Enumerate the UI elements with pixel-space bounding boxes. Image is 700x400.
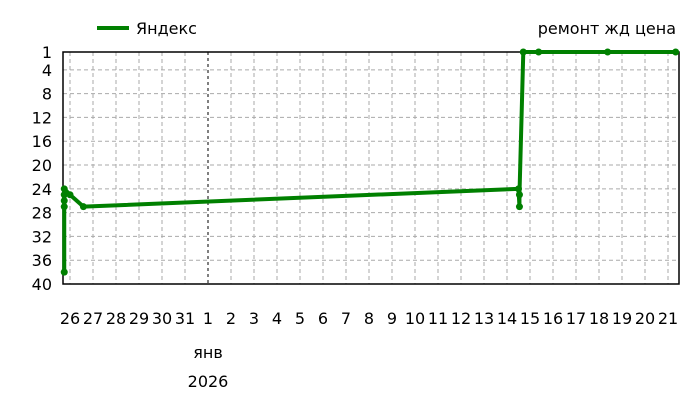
x-tick-label: 8 <box>364 309 374 328</box>
data-point <box>60 268 68 276</box>
data-point <box>515 191 523 199</box>
y-tick-label: 28 <box>32 204 52 223</box>
x-tick-label: 12 <box>451 309 471 328</box>
legend-label: Яндекс <box>136 19 197 38</box>
x-tick-label: 31 <box>175 309 195 328</box>
x-tick-label: 19 <box>612 309 632 328</box>
series-line <box>62 50 676 273</box>
data-point <box>535 48 543 56</box>
x-tick-label: 14 <box>497 309 517 328</box>
month-label: янв <box>193 343 223 362</box>
x-tick-label: 15 <box>520 309 540 328</box>
chart-title: ремонт жд цена <box>538 19 676 38</box>
y-tick-label: 12 <box>32 108 52 127</box>
y-tick-label: 32 <box>32 227 52 246</box>
x-tick-label: 6 <box>318 309 328 328</box>
data-point <box>672 48 680 56</box>
x-tick-label: 30 <box>152 309 172 328</box>
data-point <box>519 48 527 56</box>
x-tick-label: 27 <box>83 309 103 328</box>
x-tick-label: 29 <box>129 309 149 328</box>
data-point <box>515 203 523 211</box>
x-tick-label: 1 <box>203 309 213 328</box>
x-tick-label: 26 <box>60 309 80 328</box>
x-tick-label: 17 <box>566 309 586 328</box>
x-tick-label: 28 <box>106 309 126 328</box>
y-tick-label: 8 <box>42 85 52 104</box>
data-point <box>604 48 612 56</box>
data-point <box>66 191 74 199</box>
plot-frame <box>62 51 680 285</box>
x-tick-label: 11 <box>428 309 448 328</box>
x-tick-label: 5 <box>295 309 305 328</box>
data-point <box>60 191 68 199</box>
x-tick-label: 13 <box>474 309 494 328</box>
y-tick-label: 20 <box>32 156 52 175</box>
data-point <box>60 203 68 211</box>
data-point <box>79 203 87 211</box>
x-tick-label: 9 <box>387 309 397 328</box>
y-tick-label: 36 <box>32 251 52 270</box>
legend: Яндекс <box>97 19 197 38</box>
x-tick-label: 7 <box>341 309 351 328</box>
y-tick-label: 40 <box>32 275 52 294</box>
x-tick-label: 3 <box>249 309 259 328</box>
y-tick-label: 1 <box>42 43 52 62</box>
x-tick-label: 4 <box>272 309 282 328</box>
data-point <box>515 185 522 193</box>
y-tick-label: 4 <box>42 61 52 80</box>
x-tick-label: 21 <box>658 309 678 328</box>
y-tick-label: 24 <box>32 180 52 199</box>
x-tick-label: 2 <box>226 309 236 328</box>
year-label: 2026 <box>188 372 229 391</box>
data-point <box>60 185 68 193</box>
x-tick-label: 16 <box>543 309 563 328</box>
x-tick-label: 10 <box>405 309 425 328</box>
x-tick-label: 20 <box>635 309 655 328</box>
data-point <box>60 197 68 205</box>
x-tick-label: 18 <box>589 309 609 328</box>
y-tick-label: 16 <box>32 132 52 151</box>
